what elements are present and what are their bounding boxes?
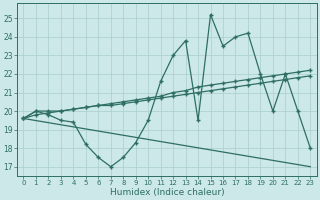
X-axis label: Humidex (Indice chaleur): Humidex (Indice chaleur)	[109, 188, 224, 197]
